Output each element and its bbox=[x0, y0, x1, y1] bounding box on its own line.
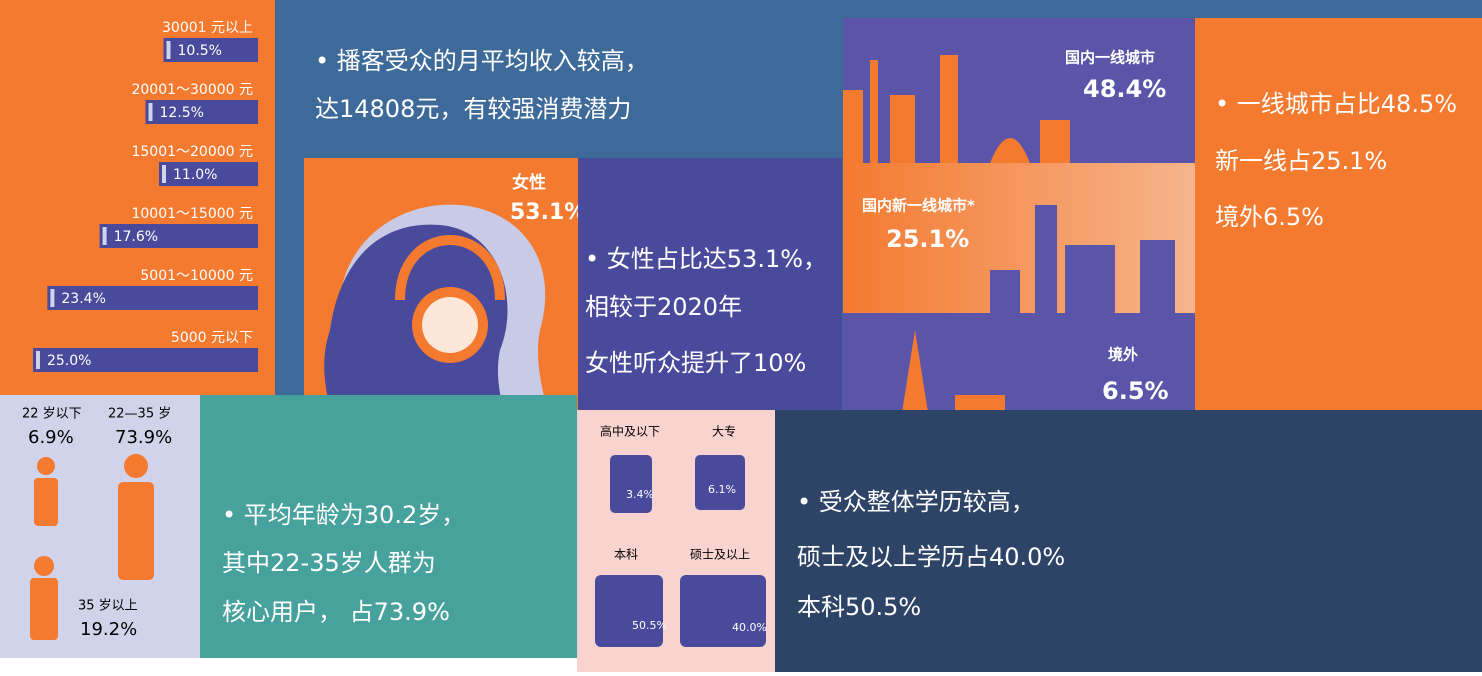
age-text: 其中22-35岁人群为 bbox=[222, 549, 436, 577]
income-range: 30001 元以上 bbox=[162, 20, 253, 36]
headphone bbox=[395, 235, 505, 301]
income-range: 10001～15000 元 bbox=[131, 206, 253, 222]
age-text: • 平均年龄为30.2岁， bbox=[222, 501, 465, 529]
bar-cap bbox=[148, 103, 153, 121]
income-value: 17.6% bbox=[114, 229, 158, 245]
value: 40.0% bbox=[732, 621, 767, 634]
headphone bbox=[422, 297, 478, 353]
label: 大专 bbox=[712, 424, 736, 439]
label: 硕士及以上 bbox=[690, 548, 750, 562]
value: 6.5% bbox=[1102, 377, 1169, 405]
person-icons bbox=[30, 454, 154, 640]
label: 22—35 岁 bbox=[108, 407, 171, 422]
income-bar bbox=[163, 38, 258, 62]
city-text: 新一线占25.1% bbox=[1215, 147, 1387, 175]
income-range: 15001～20000 元 bbox=[131, 144, 253, 160]
edu-text: • 受众整体学历较高， bbox=[797, 488, 1035, 516]
city-text: 境外6.5% bbox=[1215, 203, 1324, 231]
gender-text: 女性听众提升了10% bbox=[585, 349, 806, 377]
age-text-panel bbox=[200, 395, 577, 658]
bar-cap bbox=[166, 41, 171, 59]
value: 48.4% bbox=[1083, 75, 1166, 103]
income-range: 5001～10000 元 bbox=[140, 268, 253, 284]
bar-cap bbox=[162, 165, 166, 183]
gender-text-panel bbox=[578, 158, 842, 410]
bar-cap bbox=[102, 227, 107, 245]
income-value: 11.0% bbox=[173, 167, 217, 183]
income-range: 5000 元以下 bbox=[171, 330, 253, 346]
income-value: 12.5% bbox=[160, 105, 204, 121]
value: 53.1% bbox=[510, 200, 586, 225]
city-text: • 一线城市占比48.5% bbox=[1215, 90, 1457, 118]
income-value: 10.5% bbox=[178, 43, 222, 59]
value: 6.1% bbox=[708, 483, 736, 496]
bar-cap bbox=[50, 289, 55, 307]
label: 女性 bbox=[512, 172, 546, 193]
income-value: 25.0% bbox=[47, 353, 91, 369]
income-bar bbox=[159, 162, 258, 186]
edu-text-panel bbox=[775, 410, 1482, 672]
book-icons bbox=[595, 455, 766, 647]
label: 本科 bbox=[614, 548, 638, 562]
income-text: 达14808元，有较强消费潜力 bbox=[315, 95, 631, 123]
value: 73.9% bbox=[115, 427, 172, 448]
gender-text: • 女性占比达53.1%， bbox=[585, 245, 827, 273]
value: 50.5% bbox=[632, 619, 667, 632]
city-text-panel bbox=[1195, 18, 1482, 455]
label: 境外 bbox=[1108, 346, 1138, 364]
skyline bbox=[843, 55, 1070, 163]
label: 22 岁以下 bbox=[22, 407, 82, 422]
label: 国内新一线城市* bbox=[862, 197, 975, 215]
income-bar bbox=[33, 348, 258, 372]
income-bar bbox=[99, 224, 258, 248]
income-value: 23.4% bbox=[61, 291, 105, 307]
gender-text: 相较于2020年 bbox=[585, 293, 742, 321]
label: 35 岁以上 bbox=[78, 599, 138, 614]
income-bar bbox=[145, 100, 258, 124]
edu-text: 硕士及以上学历占40.0% bbox=[797, 543, 1065, 571]
label: 国内一线城市 bbox=[1065, 49, 1155, 67]
value: 3.4% bbox=[626, 488, 654, 501]
value: 25.1% bbox=[886, 225, 969, 253]
label: 高中及以下 bbox=[600, 424, 660, 439]
bar-cap bbox=[36, 351, 40, 369]
income-text: • 播客受众的月平均收入较高， bbox=[315, 47, 649, 75]
value: 6.9% bbox=[28, 427, 74, 448]
income-range: 20001～30000 元 bbox=[131, 82, 253, 98]
age-text: 核心用户， 占73.9% bbox=[222, 598, 450, 626]
income-panel bbox=[0, 0, 275, 395]
edu-text: 本科50.5% bbox=[797, 593, 921, 621]
value: 19.2% bbox=[80, 619, 137, 640]
skyline bbox=[990, 205, 1175, 313]
income-bar bbox=[47, 286, 259, 310]
